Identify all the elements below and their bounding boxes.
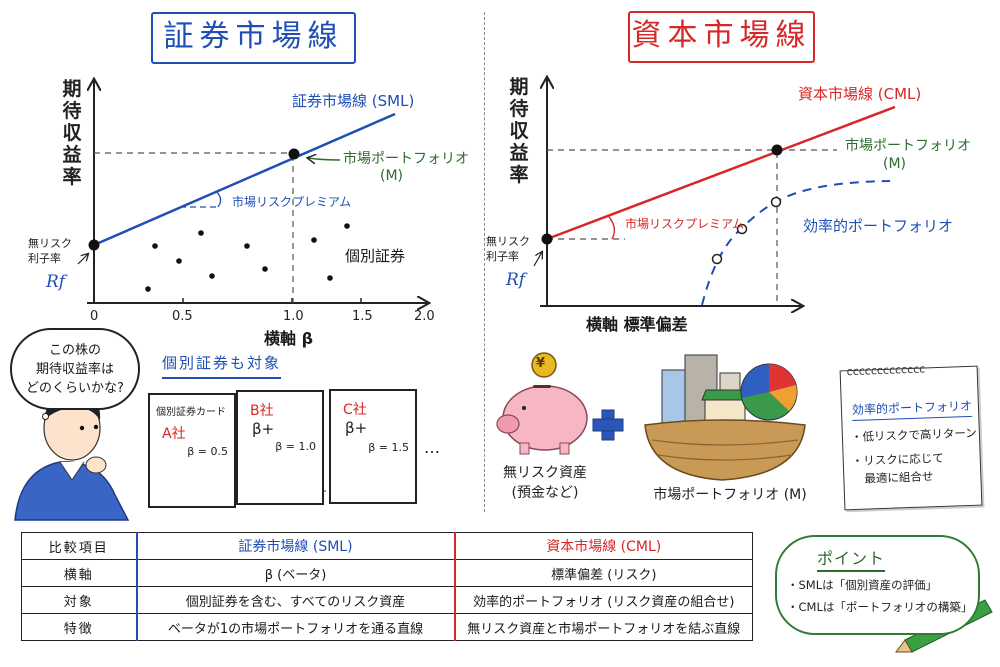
sml-x-tick: 1.5 [352,309,373,324]
cml-line-label: 資本市場線 (CML) [798,85,922,103]
point-heading: ポイント [817,545,886,572]
cml-x-axis-label: 横軸 標準偏差 [586,315,688,334]
sml-x-tick: 0 [90,309,99,324]
sml-rf-point [88,239,100,251]
more-cards-ellipsis: … [424,438,443,457]
sml-line-label: 証券市場線 (SML) [292,92,415,110]
table-header-row: 比較項目 証券市場線 (SML) 資本市場線 (CML) [21,532,753,560]
cml-rf-label: 無リスク 利子率 [486,235,530,263]
market-basket-illustration [644,354,806,481]
table-row: 横軸 β (ベータ) 標準偏差 (リスク) [21,559,753,587]
individual-securities-heading: 個別証券も対象 [162,352,282,379]
comparison-table: 比較項目 証券市場線 (SML) 資本市場線 (CML) 横軸 β (ベータ) … [21,532,753,641]
table-cell: 効率的ポートフォリオ (リスク資産の組合せ) [453,586,753,614]
sml-rf-symbol: Rf [46,272,66,292]
table-cell: ベータが1の市場ポートフォリオを通る直線 [135,613,455,641]
sml-rf-label: 無リスク 利子率 [28,237,72,265]
point-callout: ポイント ・SMLは「個別資産の評価」 ・CMLは「ポートフォリオの構築」 [775,535,980,635]
sml-market-portfolio-symbol: (M) [380,168,404,184]
cml-axes [540,78,802,306]
sml-market-portfolio-label: 市場ポートフォリオ [343,151,469,167]
table-header-cell: 資本市場線 (CML) [453,532,753,560]
efficient-portfolio-points [711,196,782,265]
efficient-frontier-label: 効率的ポートフォリオ [803,217,954,235]
piggy-bank-illustration [496,352,588,455]
notebook-heading: 効率的ポートフォリオ [851,396,973,422]
sml-line [93,112,396,247]
table-cell: 標準偏差 (リスク) [453,559,753,587]
security-card-c: C社 β+ β = 1.5 [329,389,417,504]
rf-arrow-left [77,254,88,265]
cml-line [546,105,896,241]
risk-free-asset-caption: 無リスク資産 (預金など) [503,465,587,501]
thought-bubble-tail [42,413,49,420]
sml-individual-securities [145,223,350,292]
security-card-a: 個別証券カード A社 β = 0.5 [148,393,236,508]
efficient-portfolio-notebook: ccccccccccccc 効率的ポートフォリオ ・低リスクで高リターン ・リス… [839,362,983,511]
sml-guides [94,152,294,303]
security-card-b: B社 β+ β = 1.0 [236,390,324,505]
cml-y-axis-label: 期待 収益 率 [509,76,529,186]
table-cell: 個別証券を含む、すべてのリスク資産 [135,586,455,614]
market-arrow-left [308,158,341,160]
thought-bubble: この株の 期待収益率は どのくらいかな? [10,328,140,410]
sml-x-axis-label: 横軸 β [264,329,314,348]
yen-coin-icon: ¥ [536,356,546,371]
table-row: 対象 個別証券を含む、すべてのリスク資産 効率的ポートフォリオ (リスク資産の組… [21,586,753,614]
table-cell: 無リスク資産と市場ポートフォリオを結ぶ直線 [453,613,753,641]
sml-market-point [288,148,300,160]
notebook-item: 最適に組合せ [864,469,934,486]
market-portfolio-caption: 市場ポートフォリオ (M) [653,487,807,503]
cml-rf-symbol: Rf [506,270,526,290]
notebook-item: ・リスクに応じて [851,450,944,469]
table-cell: 横軸 [21,559,137,587]
sml-x-tick: 1.0 [283,309,304,324]
cml-risk-premium-label: 市場リスクプレミアム [625,217,745,231]
cml-rf-point [541,233,553,245]
person-illustration [14,392,130,521]
sml-risk-premium-label: 市場リスクプレミアム [232,195,352,209]
table-header-cell: 証券市場線 (SML) [135,532,455,560]
point-item: ・SMLは「個別資産の評価」 [787,578,938,592]
individual-securities-label: 個別証券 [345,247,406,265]
table-header-cell: 比較項目 [21,532,137,560]
efficient-frontier-curve [701,180,891,306]
cml-title: 資本市場線 [628,11,815,63]
notebook-rings: ccccccccccccc [846,362,926,379]
table-cell: 特徴 [21,613,137,641]
rf-arrow-right [533,252,542,267]
plus-icon [592,409,624,441]
table-cell: 対象 [21,586,137,614]
sml-title: 証券市場線 [151,12,356,64]
table-cell: β (ベータ) [135,559,455,587]
point-item: ・CMLは「ポートフォリオの構築」 [787,600,973,614]
panel-divider [484,12,485,512]
cml-guides [547,149,837,306]
notebook-item: ・低リスクで高リターン [850,425,978,445]
cml-market-portfolio-label: 市場ポートフォリオ [845,138,971,154]
sml-x-tick: 0.5 [172,309,193,324]
cml-market-point [771,144,783,156]
sml-y-axis-label: 期待 収益 率 [62,78,82,188]
sml-axes [87,80,428,303]
cml-market-portfolio-symbol: (M) [883,156,907,172]
table-row: 特徴 ベータが1の市場ポートフォリオを通る直線 無リスク資産と市場ポートフォリオ… [21,613,753,641]
sml-x-tick: 2.0 [414,309,435,324]
